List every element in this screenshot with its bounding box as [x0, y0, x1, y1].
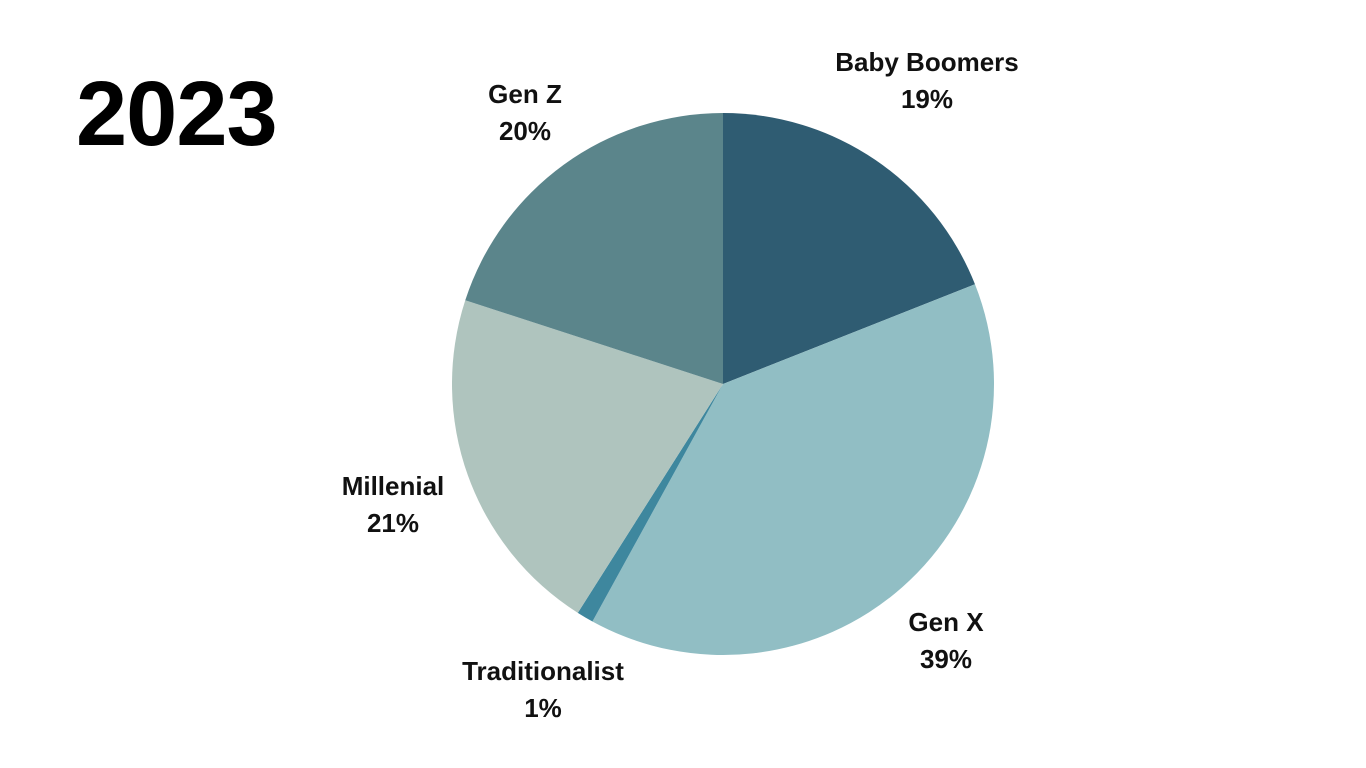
chart-title: 2023 — [76, 63, 278, 165]
pie-slice-gen-z — [465, 113, 723, 384]
slice-category-label: Traditionalist — [462, 656, 624, 686]
slice-category-label: Gen X — [908, 607, 984, 637]
slice-category-label: Millenial — [342, 471, 445, 501]
pie-slices — [452, 113, 994, 655]
slice-value-label: 20% — [499, 116, 551, 146]
slice-label-gen-x: Gen X 39% — [908, 607, 984, 674]
pie-slice-millenial — [452, 300, 723, 613]
pie-slice-gen-x — [592, 284, 994, 655]
slice-label-millenial: Millenial 21% — [342, 471, 445, 538]
pie-slice-traditionalist — [577, 384, 723, 622]
slice-value-label: 39% — [920, 644, 972, 674]
slice-labels: Baby Boomers 19% Gen X 39% Traditionalist 1% M… — [342, 47, 1019, 723]
slice-category-label: Gen Z — [488, 79, 562, 109]
slice-label-gen-z: Gen Z 20% — [488, 79, 562, 146]
slice-value-label: 1% — [524, 693, 562, 723]
slice-label-traditionalist: Traditionalist 1% — [462, 656, 624, 723]
pie-slice-baby-boomers — [723, 113, 975, 384]
slice-label-baby-boomers: Baby Boomers 19% — [835, 47, 1019, 114]
slice-value-label: 19% — [901, 84, 953, 114]
slice-value-label: 21% — [367, 508, 419, 538]
slice-category-label: Baby Boomers — [835, 47, 1019, 77]
